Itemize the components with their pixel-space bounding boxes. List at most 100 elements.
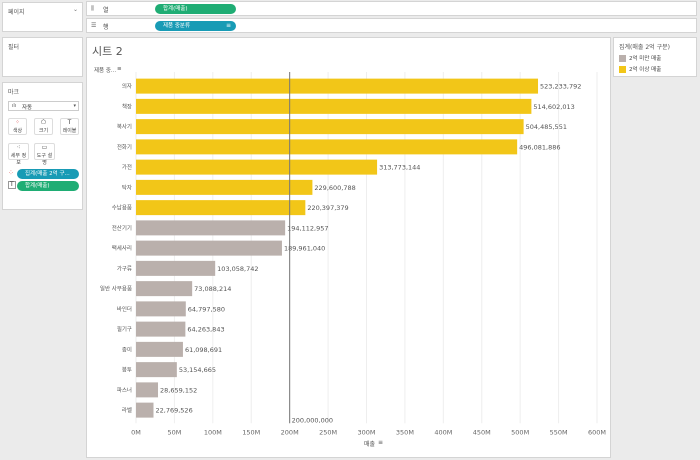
- bar: [136, 321, 186, 337]
- size-icon: ⬠: [40, 119, 47, 126]
- category-label: 일반 사무용품: [100, 285, 132, 293]
- mark-type-select[interactable]: ılı 자동 ▾: [8, 101, 79, 111]
- bar: [136, 119, 524, 135]
- x-tick-label: 600M: [588, 428, 606, 436]
- rows-icon: ☰: [91, 22, 97, 29]
- label-field-pill-label: 합계(매출): [25, 183, 50, 189]
- color-field-pill-label: 집계(매출 2억 구...: [25, 171, 70, 177]
- category-label: 책장: [122, 102, 132, 110]
- bar: [136, 159, 378, 175]
- data-label: 220,397,379: [307, 204, 348, 212]
- category-label: 의자: [122, 82, 132, 90]
- row-header-sort-icon[interactable]: ≡: [117, 66, 122, 72]
- reference-line-label: 200,000,000: [292, 416, 333, 424]
- category-label: 전산기기: [112, 224, 132, 232]
- legend-swatch-below: [619, 55, 626, 62]
- category-label: 복사기: [117, 123, 132, 131]
- category-label: 전화기: [117, 143, 132, 151]
- label-icon: T: [67, 119, 72, 126]
- pages-title: 페이지: [8, 9, 25, 16]
- pages-panel: 페이지 ⌄: [2, 2, 83, 32]
- legend-label-above: 2억 이상 매출: [629, 67, 662, 73]
- x-tick-label: 500M: [511, 428, 529, 436]
- legend-label-below: 2억 미만 매출: [629, 56, 662, 62]
- label-field-pill[interactable]: 합계(매출): [17, 181, 79, 191]
- bar-chart: 0M 50M 100M 150M 200M 250M 300M 350M 400M 450M 500…: [100, 72, 606, 436]
- label-button-label: 레이블: [62, 128, 77, 134]
- filters-panel[interactable]: 필터: [2, 37, 83, 77]
- size-button-label: 크기: [38, 128, 49, 134]
- data-label: 64,263,843: [187, 326, 224, 334]
- detail-button[interactable]: ⁖ 세부 정보: [8, 143, 29, 166]
- label-button[interactable]: T 레이블: [60, 118, 79, 135]
- x-tick-label: 200M: [281, 428, 299, 436]
- bar-chart-icon: ılı: [12, 103, 17, 109]
- tooltip-button[interactable]: ▭ 도구 설명: [34, 143, 55, 166]
- data-label: 53,154,665: [179, 366, 216, 374]
- detail-button-label: 세부 정보: [10, 153, 27, 166]
- data-label: 28,659,152: [160, 386, 197, 394]
- x-tick-label: 100M: [204, 428, 222, 436]
- bar: [136, 402, 154, 418]
- category-label: 가구류: [117, 264, 132, 272]
- filters-title: 필터: [8, 44, 20, 51]
- data-label: 22,769,526: [155, 407, 192, 415]
- legend-panel: 집계(매출 2억 구분) 2억 미만 매출 2억 이상 매출: [613, 37, 697, 77]
- data-label: 229,600,788: [314, 184, 355, 192]
- bar: [136, 301, 186, 317]
- x-tick-label: 50M: [167, 428, 181, 436]
- rows-pill-label: 제품 중분류: [163, 23, 191, 29]
- tooltip-icon: ▭: [41, 144, 48, 151]
- row-header[interactable]: 제품 중...: [94, 68, 117, 74]
- category-label: 수납용품: [112, 204, 132, 212]
- category-label: 가전: [122, 163, 132, 171]
- data-label: 189,961,040: [284, 245, 325, 253]
- columns-pill[interactable]: 합계(매출): [155, 4, 236, 14]
- rows-shelf[interactable]: ☰ 행 제품 중분류 ≡: [86, 18, 697, 33]
- category-label: 봉투: [122, 367, 132, 374]
- x-tick-label: 0M: [131, 428, 141, 436]
- sheet-title: 시트 2: [92, 45, 123, 58]
- columns-shelf[interactable]: ⫼ 열 합계(매출): [86, 1, 697, 16]
- color-button[interactable]: ⁘ 색상: [8, 118, 27, 135]
- category-label: 라벨: [122, 406, 132, 414]
- data-label: 496,081,886: [519, 143, 560, 151]
- data-label: 194,112,957: [287, 224, 328, 232]
- bar: [136, 281, 193, 297]
- legend-title: 집계(매출 2억 구분): [619, 44, 670, 51]
- bar: [136, 98, 532, 114]
- tooltip-button-label: 도구 설명: [36, 153, 53, 166]
- color-dots-icon: ⁘: [8, 169, 14, 177]
- data-label: 514,602,013: [533, 103, 574, 111]
- category-label: 필기구: [117, 325, 132, 333]
- x-axis-title: 매출: [364, 441, 376, 448]
- data-label: 313,773,144: [379, 164, 420, 172]
- sort-desc-icon[interactable]: ≡: [225, 22, 231, 29]
- category-label: 바인더: [117, 305, 132, 313]
- data-label: 103,058,742: [217, 265, 258, 273]
- category-label: 탁자: [122, 183, 132, 191]
- category-label: 팩세사리: [112, 244, 132, 252]
- x-tick-label: 400M: [434, 428, 452, 436]
- chevron-down-icon[interactable]: ⌄: [72, 6, 78, 13]
- rows-pill[interactable]: 제품 중분류 ≡: [155, 21, 236, 31]
- marks-panel: 마크 ılı 자동 ▾ ⁘ 색상 ⬠ 크기 T 레이블 ⁖ 세부 정보 ▭ 도구…: [2, 82, 83, 210]
- bar: [136, 362, 177, 378]
- x-tick-label: 450M: [473, 428, 491, 436]
- chart-panel: 시트 2 제품 중... ≡ 0M 50M 100M 150M 200M 250M 300M…: [86, 37, 611, 458]
- legend-item-below[interactable]: 2억 미만 매출: [619, 54, 661, 62]
- bar: [136, 260, 216, 276]
- data-label: 523,233,792: [540, 83, 581, 91]
- size-button[interactable]: ⬠ 크기: [34, 118, 53, 135]
- x-tick-label: 350M: [396, 428, 414, 436]
- legend-item-above[interactable]: 2억 이상 매출: [619, 65, 661, 73]
- bar: [136, 341, 183, 357]
- color-field-pill[interactable]: 집계(매출 2억 구...: [17, 169, 79, 179]
- x-tick-label: 250M: [319, 428, 337, 436]
- mark-type-value: 자동: [22, 105, 33, 111]
- data-label: 64,797,580: [188, 305, 225, 313]
- caret-down-icon: ▾: [73, 103, 76, 109]
- x-axis-sort-icon[interactable]: ≡: [378, 439, 384, 446]
- bar: [136, 240, 282, 256]
- bar: [136, 78, 539, 94]
